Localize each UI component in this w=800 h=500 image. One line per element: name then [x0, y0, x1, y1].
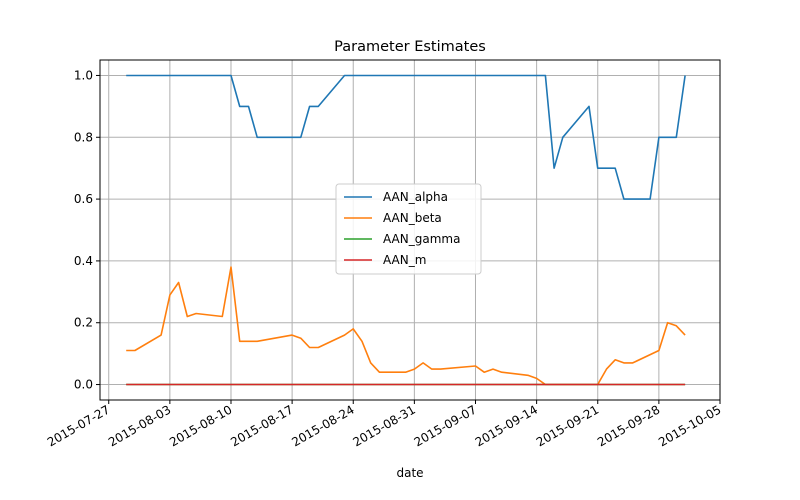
x-tick-label: 2015-10-05 [656, 402, 723, 449]
series-lines [126, 74, 686, 386]
x-tick-label: 2015-09-14 [473, 402, 540, 449]
legend-label: AAN_beta [383, 211, 442, 225]
y-axis-ticks: 0.0 0.2 0.4 0.6 0.8 1.0 [74, 68, 100, 392]
x-tick-label: 2015-08-17 [228, 402, 295, 449]
x-tick-label: 2015-09-28 [595, 402, 662, 449]
legend-label: AAN_gamma [383, 232, 460, 246]
y-tick-label: 0.0 [74, 378, 93, 392]
legend-box [335, 183, 482, 275]
x-tick-label: 2015-08-24 [289, 402, 356, 449]
x-tick-label: 2015-08-03 [106, 402, 173, 449]
x-tick-label: 2015-09-21 [534, 402, 601, 449]
x-axis-label: date [396, 466, 423, 480]
series-line-AAN_alpha [126, 74, 686, 200]
y-tick-label: 0.4 [74, 254, 93, 268]
x-tick-label: 2015-09-07 [412, 402, 479, 449]
y-tick-label: 0.2 [74, 316, 93, 330]
y-tick-label: 1.0 [74, 68, 93, 82]
x-tick-label: 2015-08-31 [350, 402, 417, 449]
legend: AAN_alpha AAN_beta AAN_gamma AAN_m [335, 183, 482, 275]
y-tick-label: 0.6 [74, 192, 93, 206]
legend-label: AAN_m [383, 253, 426, 267]
x-tick-label: 2015-08-10 [167, 402, 234, 449]
plot-frame [99, 59, 721, 401]
y-tick-label: 0.8 [74, 130, 93, 144]
x-axis-ticks: 2015-07-272015-08-032015-08-102015-08-17… [45, 400, 724, 449]
chart-title: Parameter Estimates [334, 39, 486, 55]
series-line-AAN_beta [126, 266, 686, 386]
legend-label: AAN_alpha [383, 190, 448, 204]
x-tick-label: 2015-07-27 [45, 402, 112, 449]
